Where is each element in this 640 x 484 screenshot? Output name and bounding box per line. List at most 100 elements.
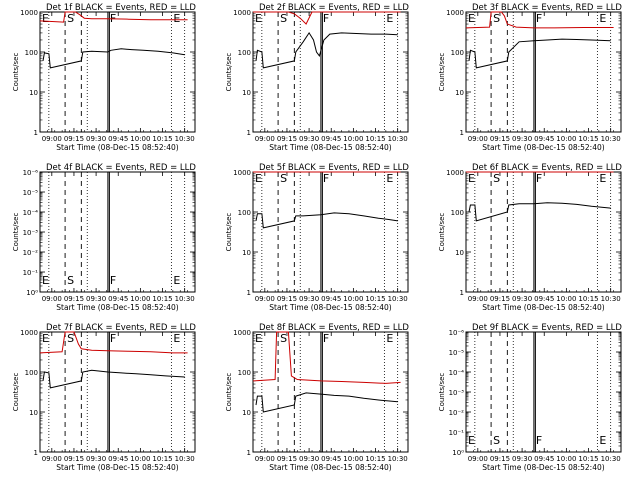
marker-label-s: S: [280, 332, 287, 345]
y-tick-label: 100: [238, 369, 251, 377]
x-tick-label: 10:00: [556, 455, 576, 463]
y-tick-label: 1: [247, 129, 251, 137]
detector-panel-1: Det 1f BLACK = Events, RED = LLD 1 10 100 10…: [12, 3, 196, 152]
marker-label-f: F: [323, 172, 329, 185]
marker-label-e: E: [468, 172, 475, 185]
x-tick-label: 10:00: [343, 295, 363, 303]
detector-panel-5: Det 5f BLACK = Events, RED = LLD 1 10 100 10…: [225, 163, 409, 312]
x-tick-label: 09:45: [534, 295, 554, 303]
y-tick-label: 100: [25, 49, 38, 57]
x-tick-label: 09:00: [42, 455, 62, 463]
y-tick-label: 10⁻¹: [23, 269, 39, 277]
x-tick-label: 09:15: [64, 135, 84, 143]
y-tick-label: 10⁻⁶: [449, 329, 465, 337]
plot-title: Det 3f BLACK = Events, RED = LLD: [472, 3, 622, 13]
y-tick-label: 1000: [233, 329, 251, 337]
detector-panel-8: Det 8f BLACK = Events, RED = LLD 1 10 100 10…: [225, 323, 409, 472]
marker-label-e: E: [173, 332, 180, 345]
y-tick-label: 10⁻³: [23, 229, 39, 237]
x-tick-label: 10:30: [601, 135, 621, 143]
y-tick-label: 1000: [446, 169, 464, 177]
x-tick-label: 09:30: [512, 135, 532, 143]
x-tick-label: 09:15: [277, 135, 297, 143]
detector-panel-4: Det 4f BLACK = Events, RED = LLD 10⁰ 10⁻¹ 1…: [12, 163, 196, 312]
x-tick-label: 10:30: [175, 295, 195, 303]
x-tick-label: 10:15: [578, 135, 598, 143]
lld-series-line: [253, 11, 401, 25]
y-tick-label: 1000: [446, 9, 464, 17]
lld-series-line: [39, 11, 188, 23]
x-tick-label: 09:30: [86, 455, 106, 463]
x-tick-label: 09:45: [108, 135, 128, 143]
y-tick-label: 10: [242, 409, 251, 417]
y-axis-label: Counts/sec: [12, 213, 20, 252]
y-axis-label: Counts/sec: [438, 53, 446, 92]
x-tick-label: 09:15: [490, 455, 510, 463]
y-tick-label: 1: [247, 449, 251, 457]
plot-title: Det 2f BLACK = Events, RED = LLD: [259, 3, 409, 13]
x-tick-label: 09:15: [64, 455, 84, 463]
marker-label-e: E: [42, 12, 49, 25]
plot-frame: [465, 11, 622, 133]
marker-label-e: E: [255, 332, 262, 345]
y-tick-label: 1: [247, 289, 251, 297]
plot-title: Det 1f BLACK = Events, RED = LLD: [46, 3, 196, 13]
y-tick-label: 1000: [233, 169, 251, 177]
marker-label-e: E: [468, 434, 475, 447]
marker-label-e: E: [386, 172, 393, 185]
y-axis-label: Counts/sec: [225, 53, 233, 92]
x-tick-label: 10:15: [365, 295, 385, 303]
detector-panel-7: Det 7f BLACK = Events, RED = LLD 1 10 100 10…: [12, 323, 196, 472]
x-tick-label: 09:15: [277, 295, 297, 303]
x-tick-label: 09:15: [277, 455, 297, 463]
y-tick-label: 100: [25, 369, 38, 377]
y-axis-label: Counts/sec: [12, 53, 20, 92]
x-tick-label: 10:00: [556, 295, 576, 303]
lld-series-line: [39, 331, 188, 354]
events-series-line: [42, 369, 185, 389]
marker-label-e: E: [599, 12, 606, 25]
detector-panel-6: Det 6f BLACK = Events, RED = LLD 1 10 100 10…: [438, 163, 622, 312]
x-tick-label: 10:15: [365, 455, 385, 463]
y-tick-label: 10: [242, 89, 251, 97]
y-tick-label: 10⁻⁴: [449, 369, 465, 377]
events-series-line: [468, 202, 611, 222]
marker-label-e: E: [173, 12, 180, 25]
x-tick-label: 09:00: [42, 295, 62, 303]
y-tick-label: 10⁻⁴: [23, 209, 39, 217]
x-tick-label: 09:45: [534, 135, 554, 143]
x-tick-label: 10:30: [175, 135, 195, 143]
marker-label-s: S: [280, 12, 287, 25]
y-axis-label: Counts/sec: [225, 373, 233, 412]
plot-title: Det 4f BLACK = Events, RED = LLD: [46, 163, 196, 173]
marker-label-f: F: [323, 332, 329, 345]
events-series-line: [468, 38, 611, 69]
marker-label-s: S: [493, 12, 500, 25]
y-axis-label: Counts/sec: [12, 373, 20, 412]
y-tick-label: 10⁰: [26, 289, 38, 297]
marker-label-e: E: [599, 172, 606, 185]
plot-title: Det 7f BLACK = Events, RED = LLD: [46, 323, 196, 333]
y-axis-label: Counts/sec: [438, 213, 446, 252]
x-axis-label: Start Time (08-Dec-15 08:52:40): [269, 463, 391, 472]
x-tick-label: 10:15: [578, 295, 598, 303]
plot-title: Det 8f BLACK = Events, RED = LLD: [259, 323, 409, 333]
x-tick-label: 09:15: [64, 295, 84, 303]
y-tick-label: 1000: [20, 9, 38, 17]
marker-label-s: S: [280, 172, 287, 185]
marker-label-e: E: [468, 12, 475, 25]
y-tick-label: 10⁻¹: [449, 429, 465, 437]
events-series-line: [255, 392, 398, 413]
x-tick-label: 10:30: [601, 455, 621, 463]
y-tick-label: 10⁰: [452, 449, 464, 457]
y-tick-label: 10⁻⁵: [449, 349, 465, 357]
x-tick-label: 09:00: [255, 455, 275, 463]
y-tick-label: 10: [242, 249, 251, 257]
y-tick-label: 10⁻⁵: [23, 189, 39, 197]
x-tick-label: 10:00: [130, 135, 150, 143]
x-tick-label: 10:30: [388, 295, 408, 303]
y-axis-label: Counts/sec: [225, 213, 233, 252]
x-tick-label: 09:30: [299, 455, 319, 463]
x-tick-label: 10:30: [601, 295, 621, 303]
